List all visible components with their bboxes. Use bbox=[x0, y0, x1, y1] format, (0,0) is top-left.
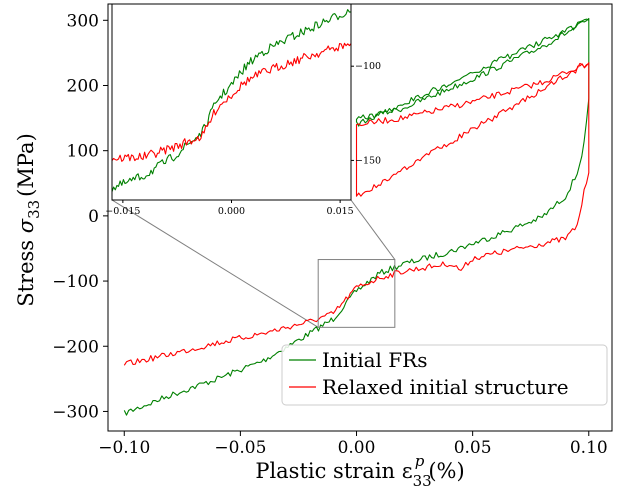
y-tick-label: −300 bbox=[52, 402, 99, 422]
x-tick-label: −0.10 bbox=[98, 438, 150, 458]
connector-line bbox=[350, 199, 396, 260]
y-tick-label: −200 bbox=[52, 337, 99, 357]
inset-zoom-axes: −0.015 0.000 0.015 −100 −150 bbox=[105, 3, 381, 217]
legend-label-relaxed: Relaxed initial structure bbox=[322, 375, 569, 399]
x-tick-label: −0.05 bbox=[214, 438, 266, 458]
series-line-relaxed-structure bbox=[123, 62, 590, 366]
main-axes-frame bbox=[107, 3, 613, 432]
inset-x-tick-label: 0.015 bbox=[327, 206, 354, 217]
inset-x-tick-label: −0.015 bbox=[105, 206, 140, 217]
legend-label-initial: Initial FRs bbox=[322, 348, 428, 372]
x-tick-label: 0.05 bbox=[454, 438, 492, 458]
inset-series-line-relaxed-structure bbox=[111, 42, 352, 162]
x-tick-label: 0.10 bbox=[570, 438, 608, 458]
y-axis-label: Stress σ33(MPa) bbox=[14, 133, 43, 307]
zoom-region-box bbox=[317, 259, 396, 328]
y-tick-label: 300 bbox=[67, 11, 99, 31]
inset-y-tick-label: −100 bbox=[355, 61, 381, 72]
main-axis-ticks: −0.10 −0.05 0.00 0.05 0.10 −300 −200 −100 0 100 20… bbox=[52, 11, 607, 458]
inset-series-line-initial-frs bbox=[111, 9, 352, 192]
legend-frame bbox=[281, 344, 608, 406]
x-tick-label: 0.00 bbox=[338, 438, 376, 458]
legend: Initial FRs Relaxed initial structure bbox=[281, 344, 608, 406]
inset-y-tick-label: −150 bbox=[355, 155, 381, 166]
connector-line bbox=[111, 199, 319, 328]
y-tick-label: 100 bbox=[67, 142, 99, 162]
zoom-connector-lines bbox=[111, 199, 396, 328]
inset-x-tick-label: 0.000 bbox=[218, 206, 245, 217]
y-tick-label: 200 bbox=[67, 76, 99, 96]
inset-plot-series bbox=[111, 9, 352, 192]
y-tick-label: −100 bbox=[52, 272, 99, 292]
inset-axis-ticks: −0.015 0.000 0.015 −100 −150 bbox=[105, 61, 381, 217]
y-tick-label: 0 bbox=[88, 207, 99, 227]
